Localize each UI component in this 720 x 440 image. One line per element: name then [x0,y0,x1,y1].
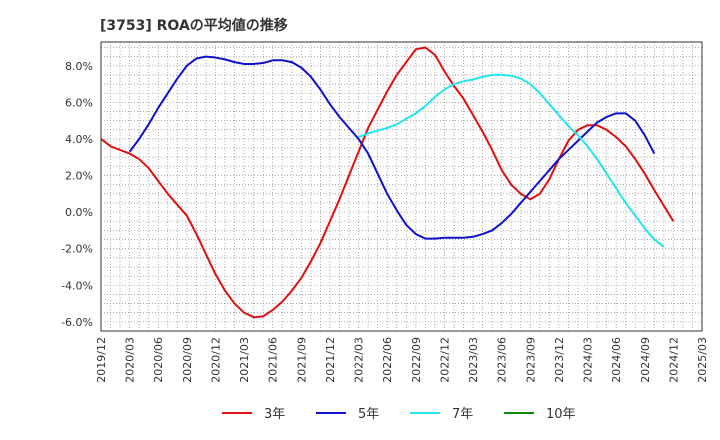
y-axis-ticks: -6.0% -4.0% -2.0% 0.0% 2.0% 4.0% 6.0% 8.0% [61,60,93,329]
y-tick-label: -6.0% [61,316,93,329]
y-tick-label: -2.0% [61,243,93,256]
series-line-3 [358,73,665,248]
legend-label-3: 7年 [452,407,473,422]
x-tick-label: 2022/12 [438,337,451,383]
x-tick-label: 2021/06 [267,337,280,383]
chart-title: [3753] ROAの平均値の推移 [100,17,288,34]
x-tick-label: 2024/03 [582,337,595,383]
x-tick-label: 2020/12 [209,337,222,383]
legend-label-4: 10年 [546,407,576,422]
x-tick-label: 2023/03 [467,337,480,383]
x-tick-label: 2025/03 [696,337,709,383]
y-tick-label: 0.0% [65,206,93,219]
series-line-1 [100,46,675,319]
x-tick-label: 2022/03 [353,337,366,383]
x-tick-label: 2024/09 [639,337,652,383]
legend-label-1: 3年 [264,407,285,422]
x-tick-label: 2024/06 [610,337,623,383]
series-line-2 [128,55,656,240]
y-tick-label: 4.0% [65,133,93,146]
x-tick-label: 2021/12 [324,337,337,383]
x-tick-label: 2023/12 [553,337,566,383]
x-tick-label: 2020/09 [181,337,194,383]
x-axis-ticks: 2019/12 2020/03 2020/06 2020/09 2020/12 2021/… [95,337,709,383]
x-tick-label: 2023/06 [496,337,509,383]
x-tick-label: 2021/09 [295,337,308,383]
legend: 3年 5年 7年 10年 [222,407,576,422]
y-tick-label: -4.0% [61,279,93,292]
x-tick-label: 2023/09 [524,337,537,383]
y-tick-label: 6.0% [65,96,93,109]
x-tick-label: 2022/09 [410,337,423,383]
y-tick-label: 2.0% [65,170,93,183]
x-tick-label: 2024/12 [667,337,680,383]
x-tick-label: 2021/03 [238,337,251,383]
x-tick-label: 2020/03 [124,337,137,383]
legend-label-2: 5年 [358,407,379,422]
x-tick-label: 2019/12 [95,337,108,383]
series-lines [100,46,675,319]
x-tick-label: 2022/06 [381,337,394,383]
y-tick-label: 8.0% [65,60,93,73]
grid [101,42,702,331]
plot-frame [100,41,703,332]
x-tick-label: 2020/06 [152,337,165,383]
